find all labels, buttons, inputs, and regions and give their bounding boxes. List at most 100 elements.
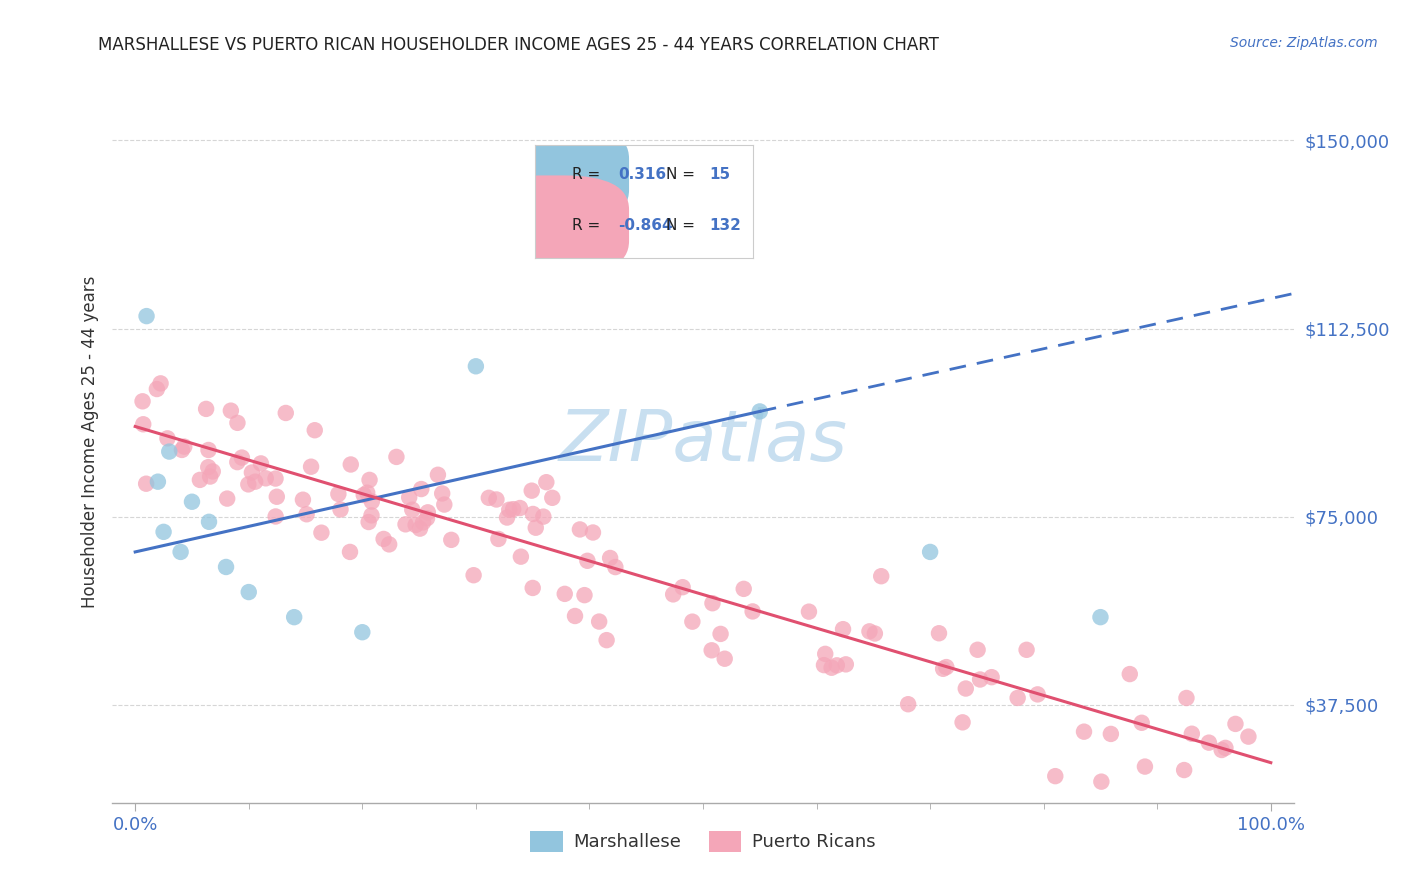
FancyBboxPatch shape — [477, 124, 628, 224]
Point — [217, 491, 239, 506]
Point — [173, 440, 195, 454]
Point — [135, 309, 157, 323]
Point — [582, 525, 605, 540]
Point — [1211, 743, 1233, 757]
Point — [478, 491, 501, 505]
Point — [264, 472, 287, 486]
Point — [1173, 763, 1195, 777]
Point — [416, 505, 439, 519]
Point — [238, 585, 260, 599]
Point — [226, 416, 249, 430]
Point — [231, 450, 253, 465]
Point — [969, 673, 991, 687]
Point — [863, 626, 886, 640]
Point — [554, 587, 576, 601]
FancyBboxPatch shape — [477, 176, 628, 275]
Point — [411, 482, 433, 496]
Point — [198, 469, 221, 483]
Point — [254, 471, 277, 485]
Text: 132: 132 — [710, 218, 741, 233]
Y-axis label: Householder Income Ages 25 - 44 years: Householder Income Ages 25 - 44 years — [80, 276, 98, 607]
Point — [897, 697, 920, 711]
Point — [156, 431, 179, 445]
Point — [1073, 724, 1095, 739]
Point — [813, 658, 835, 673]
Point — [157, 444, 180, 458]
Point — [1175, 690, 1198, 705]
Point — [858, 624, 880, 639]
Point — [416, 511, 439, 525]
Point — [412, 516, 434, 530]
Point — [955, 681, 977, 696]
Point — [1015, 642, 1038, 657]
Point — [195, 401, 218, 416]
Text: MARSHALLESE VS PUERTO RICAN HOUSEHOLDER INCOME AGES 25 - 44 YEARS CORRELATION CH: MARSHALLESE VS PUERTO RICAN HOUSEHOLDER … — [98, 36, 939, 54]
Point — [463, 568, 485, 582]
Point — [132, 417, 155, 432]
Point — [485, 492, 508, 507]
Point — [353, 488, 375, 502]
Text: N =: N = — [666, 218, 695, 233]
Point — [169, 545, 191, 559]
Point — [291, 492, 314, 507]
Point — [433, 498, 456, 512]
Point — [1225, 717, 1247, 731]
Point — [250, 457, 273, 471]
Point — [357, 515, 380, 529]
Point — [520, 483, 543, 498]
Point — [131, 394, 153, 409]
Point — [240, 466, 263, 480]
Point — [401, 502, 423, 516]
Text: R =: R = — [572, 167, 600, 182]
Point — [197, 442, 219, 457]
Point — [432, 486, 454, 500]
Point — [1090, 774, 1112, 789]
Point — [1007, 690, 1029, 705]
Point — [1198, 736, 1220, 750]
Point — [568, 523, 591, 537]
Point — [226, 455, 249, 469]
Point — [509, 501, 531, 516]
Text: 0.316: 0.316 — [619, 167, 666, 182]
Point — [146, 382, 169, 396]
Point — [146, 475, 169, 489]
Text: N =: N = — [666, 167, 695, 182]
Point — [564, 609, 586, 624]
Point — [1237, 730, 1260, 744]
Point — [215, 560, 238, 574]
Point — [394, 517, 416, 532]
Point — [932, 662, 955, 676]
Point — [378, 537, 401, 551]
Point — [373, 532, 395, 546]
Point — [536, 475, 558, 490]
Point — [522, 507, 544, 521]
Point — [264, 509, 287, 524]
Point — [920, 545, 942, 559]
Point — [599, 551, 621, 566]
Text: 15: 15 — [710, 167, 731, 182]
Point — [135, 476, 157, 491]
Point — [710, 627, 733, 641]
Point — [713, 651, 735, 665]
Point — [832, 622, 855, 636]
Point — [1026, 687, 1049, 701]
Point — [245, 475, 267, 489]
Point — [1181, 727, 1204, 741]
Point — [426, 467, 449, 482]
Point — [219, 403, 242, 417]
Legend: Marshallese, Puerto Ricans: Marshallese, Puerto Ricans — [523, 823, 883, 859]
Point — [814, 647, 837, 661]
Point — [870, 569, 893, 583]
Point — [605, 560, 627, 574]
Text: R =: R = — [572, 218, 600, 233]
Text: -0.864: -0.864 — [619, 218, 673, 233]
Point — [662, 587, 685, 601]
Point — [980, 670, 1002, 684]
Point — [352, 625, 374, 640]
Point — [1091, 820, 1114, 834]
Point — [672, 580, 695, 594]
Point — [681, 615, 703, 629]
Point — [198, 515, 221, 529]
Point — [541, 491, 564, 505]
Point — [702, 596, 724, 610]
